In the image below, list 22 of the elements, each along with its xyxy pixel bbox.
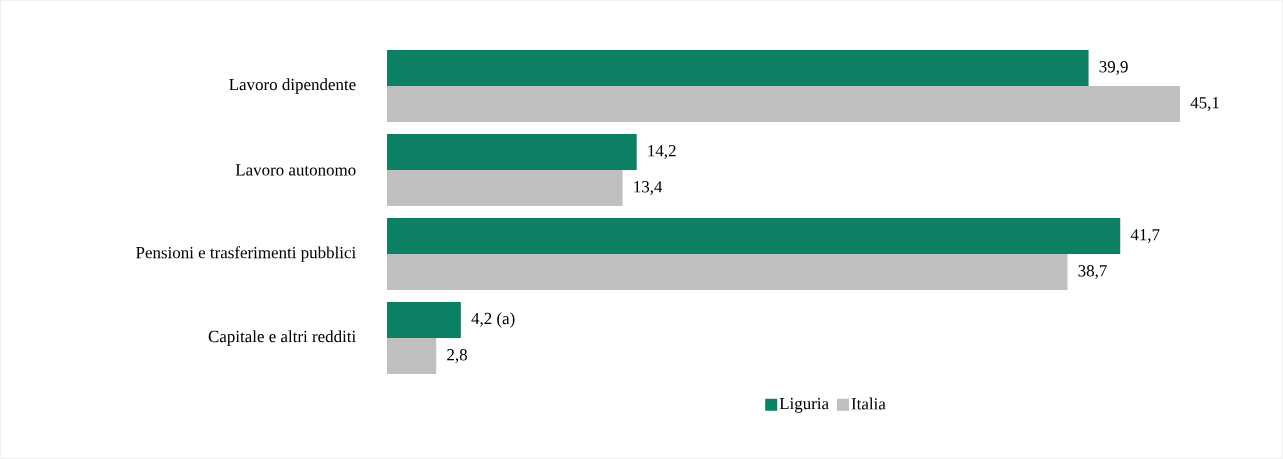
- bar: [387, 301, 461, 338]
- data-label: 2,8: [447, 349, 467, 363]
- data-label: 39,9: [1099, 61, 1128, 75]
- bar: [387, 85, 1181, 122]
- y-tick-label: Lavoro autonomo: [235, 164, 356, 176]
- bar: [387, 337, 437, 374]
- bar: [387, 169, 623, 206]
- bar: [387, 133, 637, 170]
- data-label: 4,2 (a): [471, 312, 515, 328]
- y-tick-label: Lavoro dipendente: [229, 78, 356, 94]
- bar: [387, 217, 1121, 254]
- bar: [387, 253, 1068, 290]
- data-label: 38,7: [1078, 265, 1107, 279]
- bar: [387, 49, 1089, 86]
- legend-label: Liguria: [779, 397, 829, 413]
- data-label: 45,1: [1190, 97, 1219, 111]
- y-tick-label: Capitale e altri redditi: [208, 330, 356, 346]
- y-tick-label: Pensioni e trasferimenti pubblici: [136, 246, 356, 262]
- data-label: 13,4: [634, 181, 663, 195]
- data-label: 14,2: [648, 145, 676, 159]
- data-label: 41,7: [1130, 229, 1160, 243]
- legend-label: Italia: [851, 397, 886, 410]
